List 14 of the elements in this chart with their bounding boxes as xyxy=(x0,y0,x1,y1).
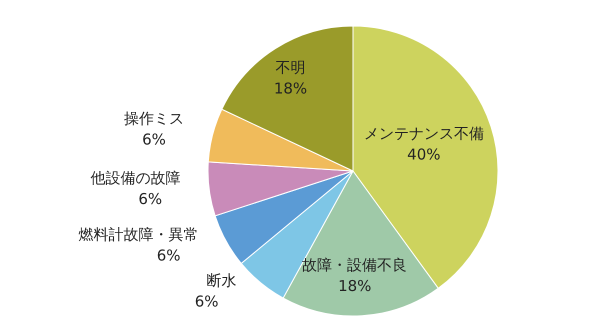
slice-label: 他設備の故障 xyxy=(90,168,180,187)
slice-label: 断水 xyxy=(206,272,237,290)
slice-label: メンテナンス不備 xyxy=(364,124,484,142)
data-label: 18% xyxy=(338,277,372,296)
slice-label: 燃料計故障・異常 xyxy=(78,226,199,244)
slice-label: 操作ミス xyxy=(124,109,184,128)
data-label: 6% xyxy=(138,190,162,208)
data-label: 6% xyxy=(156,246,181,265)
data-label: 6% xyxy=(142,130,166,148)
slice-label: 故障・設備不良 xyxy=(302,256,408,274)
slice-label: 不明 xyxy=(276,58,306,76)
data-label: 6% xyxy=(194,292,219,311)
data-label: 18% xyxy=(274,79,308,98)
data-label: 40% xyxy=(407,145,441,164)
